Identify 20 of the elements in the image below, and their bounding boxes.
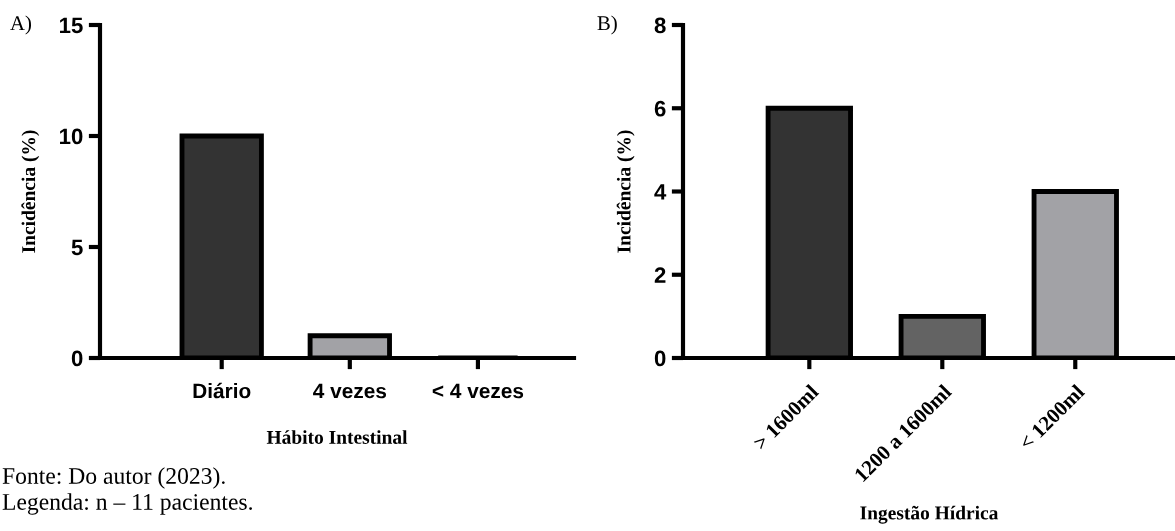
x-tick-label: 4 vezes <box>313 383 387 399</box>
y-tick-label: 10 <box>60 128 83 145</box>
chart-title: A) <box>10 15 32 35</box>
source-note: Fonte: Do autor (2023). <box>2 467 225 489</box>
y-tick-label: 15 <box>60 17 83 34</box>
y-tick-label: 6 <box>654 100 666 117</box>
y-tick-label: 4 <box>654 184 667 200</box>
y-tick-label: 8 <box>654 17 666 34</box>
x-tick-label: Diário <box>193 382 251 399</box>
x-axis-title: Hábito Intestinal <box>266 430 408 444</box>
y-tick-label: 5 <box>71 239 83 256</box>
chart-title: B) <box>597 15 617 35</box>
y-axis-title: Incidência (%) <box>616 130 635 253</box>
y-axis-title: Incidência (%) <box>21 130 40 253</box>
x-axis-title: Ingestão Hídrica <box>860 505 999 524</box>
text: Legenda: n – 11 pacientes. <box>2 493 252 515</box>
x-tick-label: < 4 vezes <box>432 383 524 399</box>
y-tick-label: 2 <box>654 267 666 283</box>
y-tick-label: 0 <box>654 350 666 367</box>
y-tick-label: 0 <box>71 350 83 367</box>
